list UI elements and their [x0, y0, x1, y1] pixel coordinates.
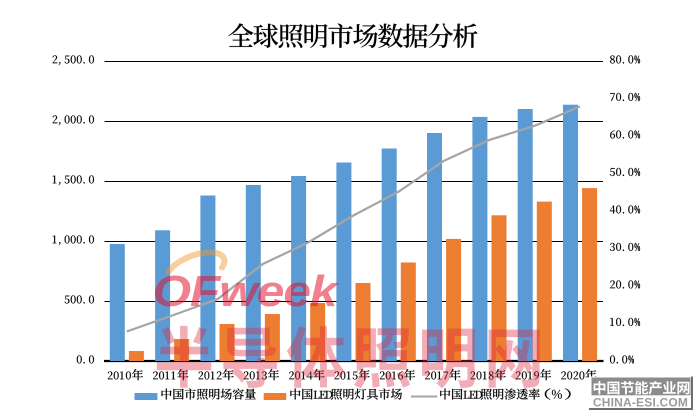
svg-text:CHINA-ESI.COM: CHINA-ESI.COM: [593, 395, 688, 409]
svg-text:OFweek: OFweek: [153, 266, 341, 315]
